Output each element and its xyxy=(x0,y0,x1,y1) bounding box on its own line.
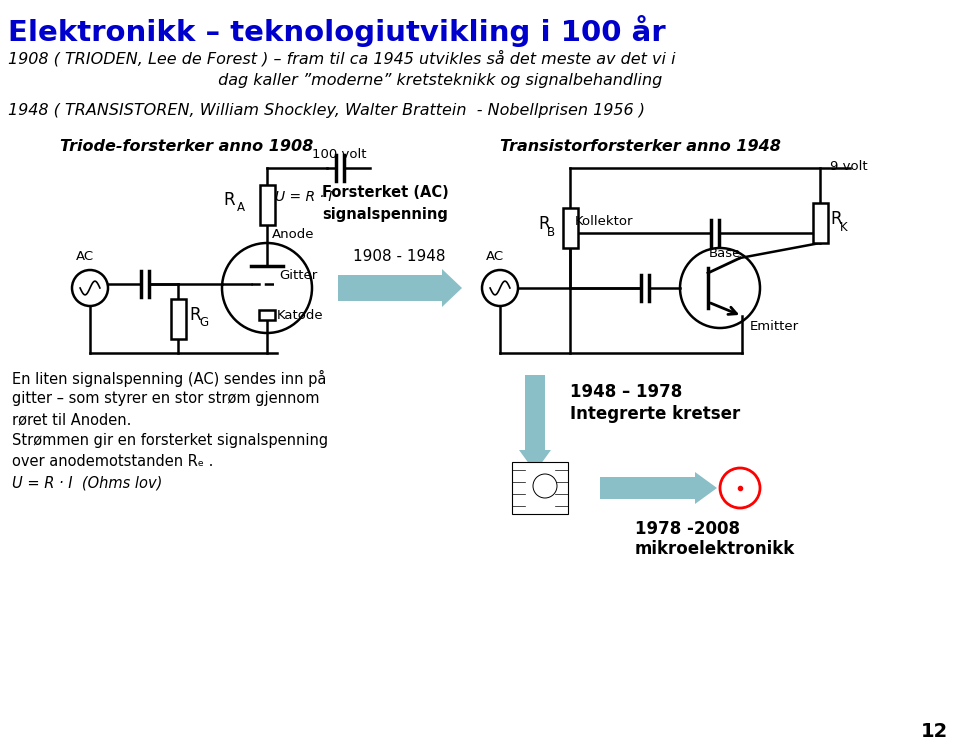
Text: 1948 – 1978: 1948 – 1978 xyxy=(570,383,683,401)
Text: R: R xyxy=(538,215,550,233)
FancyArrow shape xyxy=(600,472,717,504)
Text: AC: AC xyxy=(76,250,94,263)
Bar xyxy=(171,298,185,339)
Text: Triode-forsterker anno 1908: Triode-forsterker anno 1908 xyxy=(60,139,313,154)
Circle shape xyxy=(482,270,518,306)
Circle shape xyxy=(533,474,557,498)
Text: En liten signalspenning (AC) sendes inn på: En liten signalspenning (AC) sendes inn … xyxy=(12,370,326,387)
FancyArrow shape xyxy=(519,375,551,472)
Text: A: A xyxy=(237,201,245,214)
Text: U = R · I: U = R · I xyxy=(275,190,332,203)
Text: R: R xyxy=(830,210,842,228)
Text: over anodemotstanden Rₑ .: over anodemotstanden Rₑ . xyxy=(12,454,213,469)
Bar xyxy=(812,203,828,243)
Text: 1978 -2008: 1978 -2008 xyxy=(635,520,740,538)
Text: Forsterket (AC): Forsterket (AC) xyxy=(322,185,448,200)
Bar xyxy=(563,208,578,248)
Text: røret til Anoden.: røret til Anoden. xyxy=(12,412,132,427)
Text: K: K xyxy=(840,221,848,233)
Text: Integrerte kretser: Integrerte kretser xyxy=(570,405,740,423)
Text: Kollektor: Kollektor xyxy=(575,215,634,228)
Text: 1948 ( TRANSISTOREN, William Shockley, Walter Brattein  - Nobellprisen 1956 ): 1948 ( TRANSISTOREN, William Shockley, W… xyxy=(8,103,645,118)
Text: 9 volt: 9 volt xyxy=(830,160,868,173)
Bar xyxy=(259,184,275,224)
Circle shape xyxy=(680,248,760,328)
Text: Transistorforsterker anno 1948: Transistorforsterker anno 1948 xyxy=(500,139,780,154)
Text: Elektronikk – teknologiutvikling i 100 år: Elektronikk – teknologiutvikling i 100 å… xyxy=(8,15,665,47)
FancyArrow shape xyxy=(338,269,462,307)
Circle shape xyxy=(72,270,108,306)
Text: Strømmen gir en forsterket signalspenning: Strømmen gir en forsterket signalspennin… xyxy=(12,433,328,448)
Bar xyxy=(512,462,568,514)
Text: mikroelektronikk: mikroelektronikk xyxy=(635,540,795,558)
Bar xyxy=(259,310,275,320)
Text: 1908 ( TRIODEN, Lee de Forest ) – fram til ca 1945 utvikles så det meste av det : 1908 ( TRIODEN, Lee de Forest ) – fram t… xyxy=(8,50,676,66)
Text: gitter – som styrer en stor strøm gjennom: gitter – som styrer en stor strøm gjenno… xyxy=(12,391,320,406)
Text: B: B xyxy=(547,225,555,239)
Text: signalspenning: signalspenning xyxy=(322,207,448,222)
Text: dag kaller ”moderne” kretsteknikk og signalbehandling: dag kaller ”moderne” kretsteknikk og sig… xyxy=(8,73,662,88)
Text: Katode: Katode xyxy=(277,309,324,322)
Text: R: R xyxy=(189,306,201,324)
Text: 1908 - 1948: 1908 - 1948 xyxy=(352,248,445,264)
Text: G: G xyxy=(199,316,208,329)
Text: U = R · I  (Ohms lov): U = R · I (Ohms lov) xyxy=(12,475,162,490)
Circle shape xyxy=(720,468,760,508)
Text: Anode: Anode xyxy=(272,228,315,241)
Text: Gitter: Gitter xyxy=(279,269,317,282)
Circle shape xyxy=(222,243,312,333)
Text: 12: 12 xyxy=(921,722,948,741)
Text: AC: AC xyxy=(486,250,504,263)
Text: 100 volt: 100 volt xyxy=(312,148,367,161)
Text: R: R xyxy=(224,191,235,209)
Text: Emitter: Emitter xyxy=(750,319,799,333)
Text: Base: Base xyxy=(708,247,741,260)
